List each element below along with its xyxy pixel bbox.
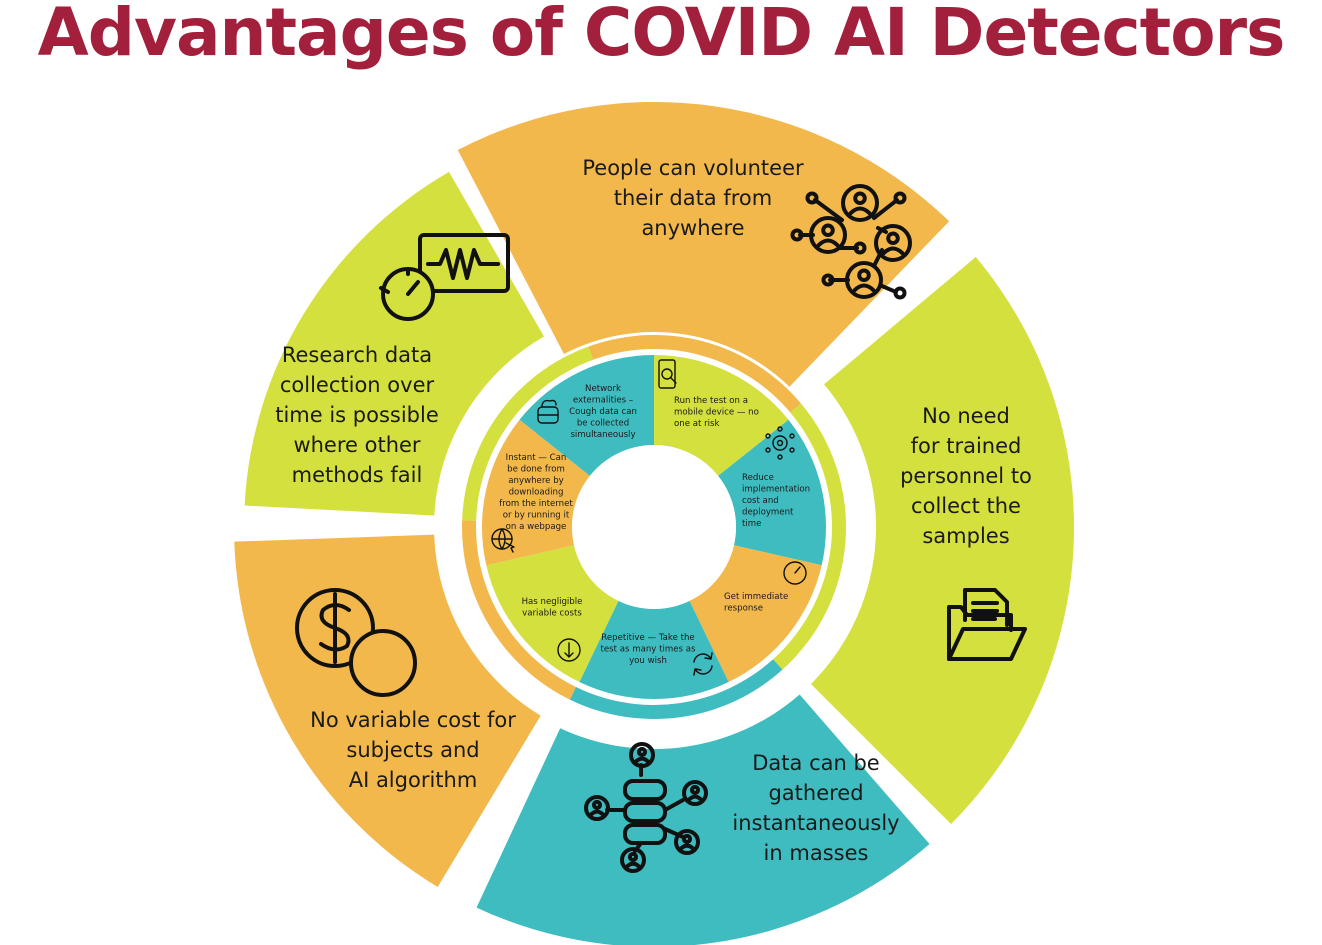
segment-text-line: Has negligible [522,597,583,607]
price-down-icon [557,638,581,662]
segment-text-line: variable costs [522,609,582,619]
segment-text-line: collection over [280,373,435,397]
segment-text-line: cost and [742,496,779,506]
outer-segment-instant-masses [476,694,930,945]
segment-text-line: where other [293,433,420,457]
page-title: Advantages of COVID AI Detectors [37,0,1286,71]
center-hole [572,445,736,609]
segment-text-line: deployment [742,508,794,518]
separator-arc [462,346,594,521]
outer-segment-research-over-time [244,171,544,516]
segment-text-line: Cough data can [569,407,637,417]
segment-text-line: one at risk [674,419,719,429]
inner-segment-repetitive [579,600,729,699]
segment-text-line: AI algorithm [349,768,478,792]
gear-network-icon [765,426,795,460]
inner-segment-immediate [689,545,822,682]
segment-text-line: externalities – [573,396,633,406]
segment-text-line: personnel to [900,464,1032,488]
segment-text-line: time is possible [275,403,439,427]
outer-segment-no-personnel [810,257,1075,824]
segment-text-line: on a webpage [506,522,567,532]
refresh-icon [693,652,713,676]
segment-text-line: anywhere by [508,476,563,486]
phone-search-icon [658,359,677,389]
inner-segment-instant-web [482,419,590,566]
user-network-icon [790,184,912,300]
segment-text-line: mobile device — no [674,408,759,418]
segment-text-line: Research data [282,343,432,367]
segment-text-line: samples [922,524,1009,548]
segment-text-line: you wish [629,656,667,666]
dollar-coins-icon [295,588,417,697]
segment-text-line: be collected [577,419,629,429]
segment-icons [295,184,1027,873]
segment-text-line: subjects and [346,738,479,762]
inner-ring [482,355,826,699]
outer-segment-no-variable-cost [234,534,541,888]
segment-text-line: their data from [614,186,772,210]
segment-text-line: No variable cost for [310,708,516,732]
separator-arc [569,659,783,719]
segment-text-line: methods fail [292,463,423,487]
segment-text-line: downloading [509,488,564,498]
segment-text-line: Repetitive — Take the [601,633,694,643]
folder-documents-icon [947,588,1027,661]
inner-segment-reduce-cost [718,419,826,566]
inner-segment-negligible-cost [486,545,619,682]
outer-segment-volunteer [457,102,950,387]
segment-text-line: for trained [911,434,1022,458]
segment-text-line: Instant — Can [506,453,567,463]
monitor-timer-icon [379,233,510,321]
segment-text-line: collect the [911,494,1021,518]
segment-text-line: Run the test on a [674,396,748,406]
segment-text-line: be done from [507,465,565,475]
segment-text-line: in masses [764,841,869,865]
segment-text-line: Get immediate [724,592,788,602]
cloud-database-icon [537,399,559,424]
separator-arc [462,520,576,700]
inner-segment-network [519,355,654,476]
segment-text-line: Network [585,384,621,394]
segment-text-line: time [742,519,761,529]
segment-texts: People can volunteer their data from anywh… [275,156,1032,865]
segment-text-line: test as many times as [601,645,697,655]
segment-text-line: No need [922,404,1010,428]
segment-text-line: from the internet [499,499,573,509]
segment-text-line: gathered [768,781,863,805]
gauge-icon [783,561,807,585]
separator-arc [588,334,802,413]
segment-text-line: Reduce [742,473,774,483]
segment-text-line: or by running it [503,511,570,521]
segment-text-line: instantaneously [732,811,899,835]
globe-cursor-icon [491,528,515,553]
segment-text-line: simultaneously [570,430,635,440]
inner-segment-mobile [654,355,789,476]
separator-ring [462,334,846,719]
segment-text-line: anywhere [641,216,744,240]
outer-ring [234,102,1075,945]
segment-text-line: implementation [742,485,810,495]
segment-text-line: response [724,604,763,614]
database-users-icon [584,742,708,873]
segment-text-line: People can volunteer [582,156,804,180]
separator-arc [773,403,846,670]
segment-text-line: Data can be [752,751,879,775]
